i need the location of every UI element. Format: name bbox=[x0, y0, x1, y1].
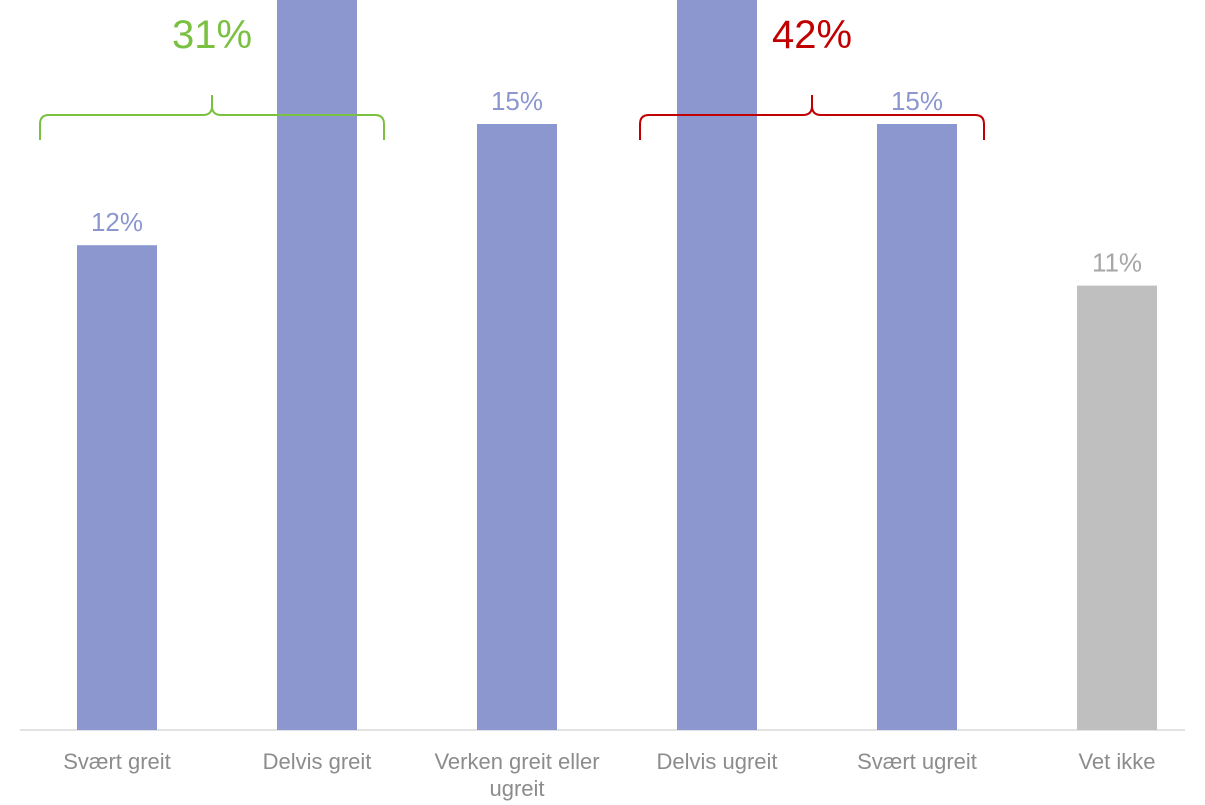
bar-2 bbox=[477, 124, 557, 730]
category-label-4: Svært ugreit bbox=[857, 749, 977, 774]
bar-3 bbox=[677, 0, 757, 730]
data-label-0: 12% bbox=[91, 207, 143, 237]
bars-group bbox=[77, 0, 1157, 730]
group-brace-1 bbox=[639, 95, 985, 140]
group-braces bbox=[39, 95, 985, 140]
data-label-5: 11% bbox=[1092, 248, 1142, 278]
group-total-label-0: 31% bbox=[171, 13, 253, 57]
category-label-5: Vet ikke bbox=[1078, 749, 1156, 774]
data-label-4: 15% bbox=[891, 86, 943, 116]
bar-4 bbox=[877, 124, 957, 730]
data-label-2: 15% bbox=[491, 86, 543, 116]
group-total-label-1: 42% bbox=[771, 13, 853, 57]
bar-0 bbox=[77, 245, 157, 730]
category-label-1: Delvis greit bbox=[262, 749, 372, 774]
group-brace-0 bbox=[39, 95, 385, 140]
bar-5 bbox=[1077, 285, 1157, 730]
value-labels-group: 12%19%15%28%15%11% bbox=[91, 86, 1142, 278]
category-label-2: Verken greit eller ugreit bbox=[434, 749, 600, 801]
bar-1 bbox=[277, 0, 357, 730]
category-label-3: Delvis ugreit bbox=[656, 749, 778, 774]
category-label-0: Svært greit bbox=[63, 749, 171, 774]
